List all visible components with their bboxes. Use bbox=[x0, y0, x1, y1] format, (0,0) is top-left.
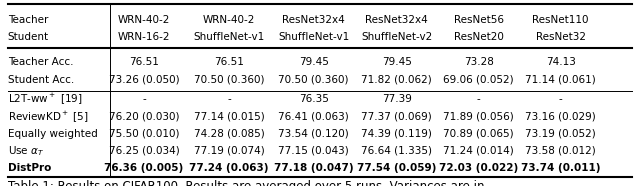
Text: ResNet32x4: ResNet32x4 bbox=[282, 15, 345, 25]
Text: ResNet32x4: ResNet32x4 bbox=[365, 15, 428, 25]
Text: -: - bbox=[477, 94, 481, 104]
Text: ResNet32: ResNet32 bbox=[536, 32, 586, 42]
Text: 76.20 (0.030): 76.20 (0.030) bbox=[109, 111, 179, 121]
Text: Teacher Acc.: Teacher Acc. bbox=[8, 57, 73, 67]
Text: Teacher: Teacher bbox=[8, 15, 48, 25]
Text: -: - bbox=[142, 94, 146, 104]
Text: 74.13: 74.13 bbox=[546, 57, 575, 67]
Text: ResNet56: ResNet56 bbox=[454, 15, 504, 25]
Text: ShuffleNet-v1: ShuffleNet-v1 bbox=[278, 32, 349, 42]
Text: 77.19 (0.074): 77.19 (0.074) bbox=[194, 146, 264, 156]
Text: 77.37 (0.069): 77.37 (0.069) bbox=[362, 111, 432, 121]
Text: 70.50 (0.360): 70.50 (0.360) bbox=[278, 75, 349, 85]
Text: -: - bbox=[227, 94, 231, 104]
Text: Table 1: Results on CIFAR100. Results are averaged over 5 runs. Variances are in: Table 1: Results on CIFAR100. Results ar… bbox=[8, 180, 484, 186]
Text: WRN-40-2: WRN-40-2 bbox=[118, 15, 170, 25]
Text: 76.51: 76.51 bbox=[214, 57, 244, 67]
Text: 77.15 (0.043): 77.15 (0.043) bbox=[278, 146, 349, 156]
Text: 72.03 (0.022): 72.03 (0.022) bbox=[439, 163, 518, 173]
Text: -: - bbox=[559, 94, 563, 104]
Text: WRN-40-2: WRN-40-2 bbox=[203, 15, 255, 25]
Text: 79.45: 79.45 bbox=[299, 57, 328, 67]
Text: ShuffleNet-v1: ShuffleNet-v1 bbox=[193, 32, 265, 42]
Text: 73.16 (0.029): 73.16 (0.029) bbox=[525, 111, 596, 121]
Text: ResNet110: ResNet110 bbox=[532, 15, 589, 25]
Text: 73.26 (0.050): 73.26 (0.050) bbox=[109, 75, 179, 85]
Text: DistPro: DistPro bbox=[8, 163, 51, 173]
Text: 76.51: 76.51 bbox=[129, 57, 159, 67]
Text: 73.19 (0.052): 73.19 (0.052) bbox=[525, 129, 596, 139]
Text: 71.24 (0.014): 71.24 (0.014) bbox=[444, 146, 514, 156]
Text: 73.28: 73.28 bbox=[464, 57, 493, 67]
Text: ResNet20: ResNet20 bbox=[454, 32, 504, 42]
Text: L2T-ww$^+$ [19]: L2T-ww$^+$ [19] bbox=[8, 92, 82, 106]
Text: Student Acc.: Student Acc. bbox=[8, 75, 74, 85]
Text: Use $\alpha_T$: Use $\alpha_T$ bbox=[8, 144, 44, 158]
Text: 77.14 (0.015): 77.14 (0.015) bbox=[194, 111, 264, 121]
Text: 76.64 (1.335): 76.64 (1.335) bbox=[362, 146, 432, 156]
Text: 73.54 (0.120): 73.54 (0.120) bbox=[278, 129, 349, 139]
Text: 77.18 (0.047): 77.18 (0.047) bbox=[274, 163, 353, 173]
Text: 76.35: 76.35 bbox=[299, 94, 328, 104]
Text: 73.58 (0.012): 73.58 (0.012) bbox=[525, 146, 596, 156]
Text: 76.41 (0.063): 76.41 (0.063) bbox=[278, 111, 349, 121]
Text: Student: Student bbox=[8, 32, 49, 42]
Text: 71.82 (0.062): 71.82 (0.062) bbox=[362, 75, 432, 85]
Text: 77.24 (0.063): 77.24 (0.063) bbox=[189, 163, 269, 173]
Text: 73.74 (0.011): 73.74 (0.011) bbox=[521, 163, 600, 173]
Text: ReviewKD$^+$ [5]: ReviewKD$^+$ [5] bbox=[8, 109, 88, 124]
Text: 69.06 (0.052): 69.06 (0.052) bbox=[444, 75, 514, 85]
Text: 70.50 (0.360): 70.50 (0.360) bbox=[194, 75, 264, 85]
Text: 71.14 (0.061): 71.14 (0.061) bbox=[525, 75, 596, 85]
Text: 74.39 (0.119): 74.39 (0.119) bbox=[362, 129, 432, 139]
Text: 77.54 (0.059): 77.54 (0.059) bbox=[357, 163, 436, 173]
Text: ShuffleNet-v2: ShuffleNet-v2 bbox=[361, 32, 433, 42]
Text: 76.36 (0.005): 76.36 (0.005) bbox=[104, 163, 184, 173]
Text: WRN-16-2: WRN-16-2 bbox=[118, 32, 170, 42]
Text: 77.39: 77.39 bbox=[382, 94, 412, 104]
Text: 76.25 (0.034): 76.25 (0.034) bbox=[109, 146, 179, 156]
Text: 70.89 (0.065): 70.89 (0.065) bbox=[444, 129, 514, 139]
Text: 79.45: 79.45 bbox=[382, 57, 412, 67]
Text: 74.28 (0.085): 74.28 (0.085) bbox=[194, 129, 264, 139]
Text: 75.50 (0.010): 75.50 (0.010) bbox=[109, 129, 179, 139]
Text: 71.89 (0.056): 71.89 (0.056) bbox=[444, 111, 514, 121]
Text: Equally weighted: Equally weighted bbox=[8, 129, 97, 139]
